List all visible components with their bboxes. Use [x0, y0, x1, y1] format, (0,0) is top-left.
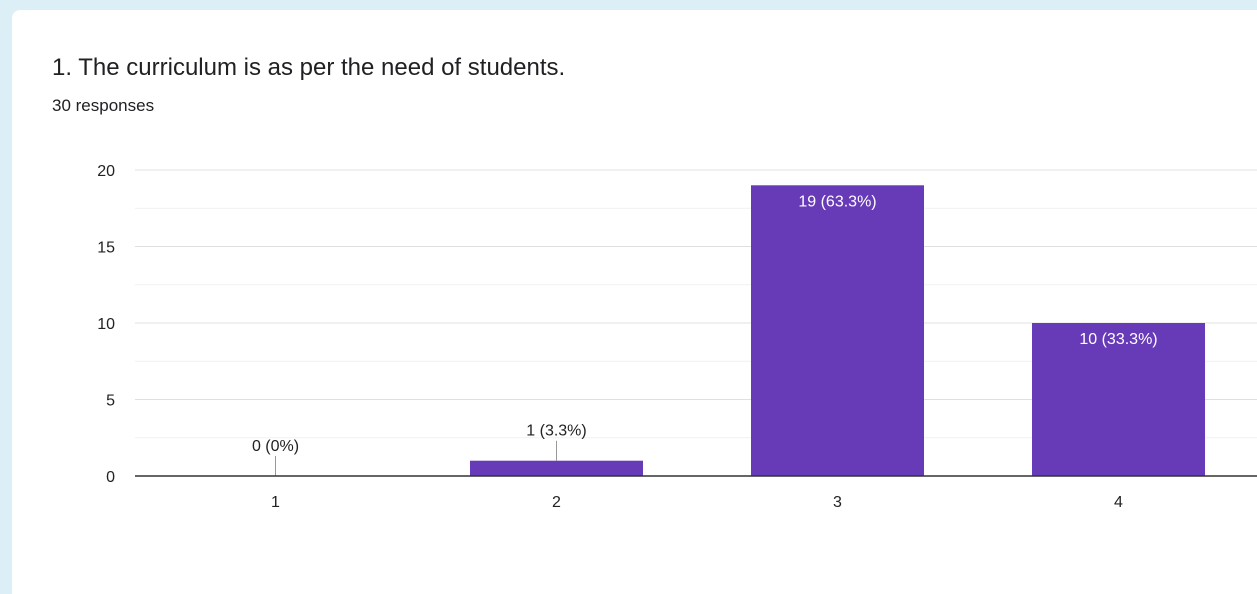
bar-chart: 0 5 10 15 20 0 (0%) 1 1 (3.3%) 2 19 (63.3%) 3 10 (3… — [97, 163, 1257, 511]
x-tick-label: 3 — [833, 494, 842, 511]
data-label: 10 (33.3%) — [1079, 331, 1157, 348]
data-label: 0 (0%) — [252, 438, 299, 455]
data-label: 19 (63.3%) — [798, 193, 876, 210]
data-label: 1 (3.3%) — [526, 423, 586, 440]
bar — [1032, 323, 1205, 476]
bar — [751, 185, 924, 477]
question-card: 1. The curriculum is as per the need of … — [12, 10, 1257, 594]
x-tick-label: 4 — [1114, 494, 1123, 511]
response-count: 30 responses — [52, 96, 155, 115]
y-tick-label: 15 — [97, 240, 115, 257]
y-tick-label: 10 — [97, 316, 115, 333]
y-tick-label: 20 — [97, 163, 115, 180]
x-tick-label: 2 — [552, 494, 561, 511]
y-tick-label: 5 — [106, 393, 115, 410]
y-tick-label: 0 — [106, 469, 115, 486]
x-tick-label: 1 — [271, 494, 280, 511]
bar — [470, 460, 643, 476]
question-title: 1. The curriculum is as per the need of … — [52, 54, 566, 81]
